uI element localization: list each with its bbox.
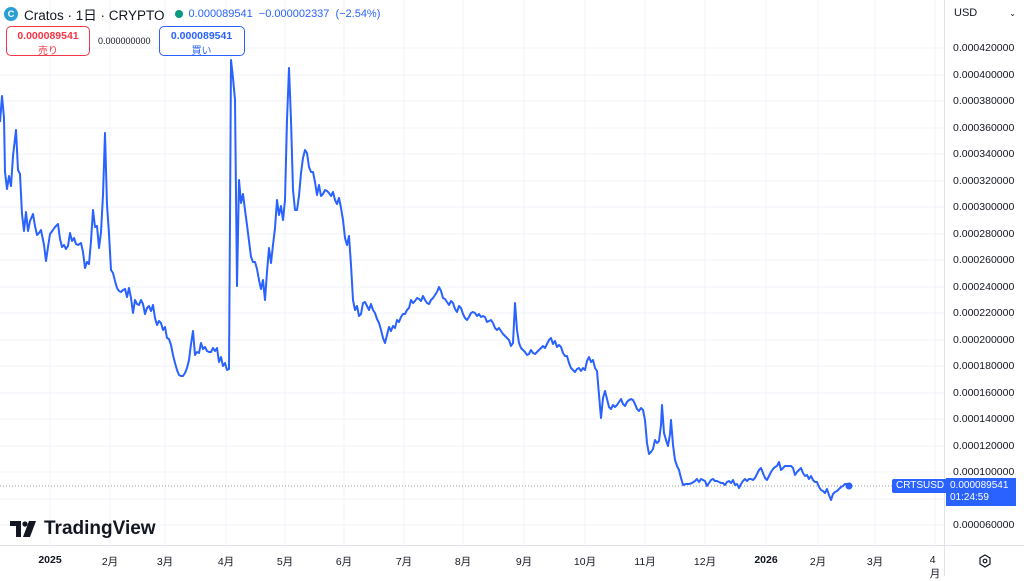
tradingview-logo-icon [10,521,36,537]
buy-label: 買い [191,46,212,57]
price-tick: 0.000400000 [953,69,1015,81]
time-tick: 10月 [573,556,597,568]
currency-select[interactable]: USD ⌄ [949,3,1021,23]
chart-header: C Cratos · 1日 · CRYPTO 0.000089541 −0.00… [4,4,380,24]
price-tick: 0.000180000 [953,360,1015,372]
last-point-marker [845,482,853,490]
time-tick: 2025 [38,554,62,566]
time-tick: 4月 [929,554,941,580]
trade-panel: 0.000089541 売り 0.000000000 0.000089541 買… [6,26,245,57]
settings-gear-icon [978,554,991,568]
price-tick: 0.000360000 [953,122,1015,134]
chevron-down-icon: ⌄ [1009,8,1016,18]
chart-settings-button[interactable] [944,545,1024,576]
time-tick: 7月 [395,556,413,568]
price-tick: 0.000160000 [953,387,1015,399]
buy-price: 0.000089541 [170,30,233,42]
time-tick: 9月 [515,556,533,568]
time-tick: 2月 [809,556,827,568]
price-change-percent: (−2.54%) [335,8,381,20]
sell-button[interactable]: 0.000089541 売り [6,26,90,57]
chart-plot-area[interactable] [0,0,944,545]
price-line-chart [0,0,944,545]
time-tick: 2026 [754,554,778,566]
price-tick: 0.000380000 [953,95,1015,107]
time-tick: 3月 [156,556,174,568]
last-price: 0.000089541 [188,8,253,20]
price-tick: 0.000260000 [953,254,1015,266]
time-tick: 8月 [454,556,472,568]
price-tick: 0.000200000 [953,334,1015,346]
price-tick: 0.000280000 [953,228,1015,240]
time-tick: 6月 [335,556,353,568]
time-tick: 12月 [693,556,717,568]
price-tick: 0.000300000 [953,201,1015,213]
price-tick: 0.000060000 [953,519,1015,531]
buy-button[interactable]: 0.000089541 買い [158,26,245,57]
last-price-label: 0.000089541 01:24:59 [946,478,1016,506]
time-tick: 11月 [634,556,656,568]
price-tick: 0.000140000 [953,413,1015,425]
cratos-logo-icon: C [4,7,18,21]
price-change: −0.000002337 [258,8,330,20]
price-tick: 0.000100000 [953,466,1015,478]
time-tick: 3月 [866,556,884,568]
market-status-dot-icon [174,10,183,18]
last-price-value: 0.000089541 [950,480,1009,491]
price-tick: 0.000120000 [953,440,1015,452]
time-tick: 2月 [101,556,119,568]
tradingview-wordmark: TradingView [44,518,156,539]
symbol-tag: CRTSUSD [892,479,949,493]
price-tick: 0.000220000 [953,307,1015,319]
price-axis[interactable]: USD ⌄ 0.000420000 0.000400000 0.00038000… [944,0,1024,545]
tradingview-logo[interactable]: TradingView [10,518,156,540]
price-tick: 0.000420000 [953,42,1015,54]
sell-label: 売り [38,46,58,57]
price-tick: 0.000320000 [953,175,1015,187]
time-axis[interactable]: 2025 2月 3月 4月 5月 6月 7月 8月 9月 10月 11月 12月… [0,545,944,580]
symbol-title[interactable]: Cratos · 1日 · CRYPTO [24,8,165,23]
currency-label: USD [954,7,978,19]
price-tick: 0.000340000 [953,148,1015,160]
spread-value: 0.000000000 [98,36,151,46]
bar-countdown: 01:24:59 [950,492,989,503]
sell-price: 0.000089541 [17,30,79,42]
time-tick: 4月 [217,556,235,568]
time-tick: 5月 [276,556,294,568]
price-tick: 0.000240000 [953,281,1015,293]
